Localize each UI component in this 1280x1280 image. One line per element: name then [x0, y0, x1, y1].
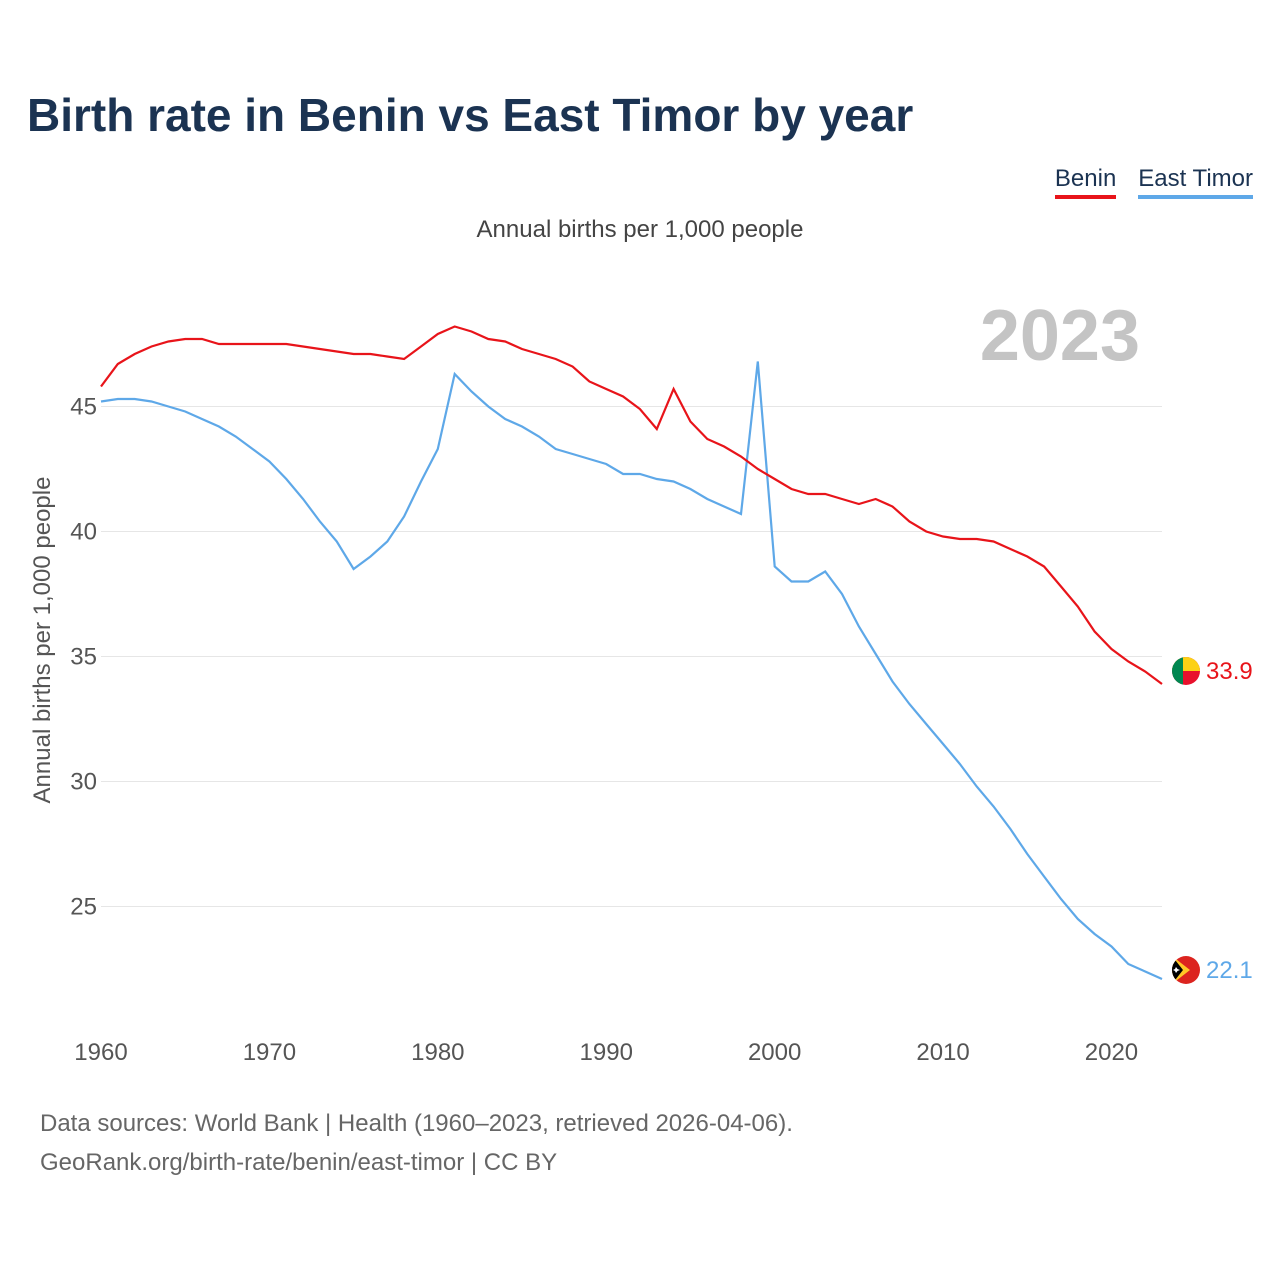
x-tick-label: 2000 [748, 1039, 801, 1066]
y-axis-label: Annual births per 1,000 people [29, 477, 56, 804]
y-tick-label: 40 [70, 519, 97, 546]
benin-flag-icon [1172, 657, 1200, 685]
legend-item-east-timor[interactable]: East Timor [1138, 165, 1253, 199]
y-tick-label: 45 [70, 394, 97, 421]
benin-end-value: 33.9 [1206, 658, 1253, 685]
x-tick-label: 1990 [580, 1039, 633, 1066]
x-axis-ticks: 1960 1970 1980 1990 2000 2010 2020 [74, 1039, 1138, 1066]
line-chart: 2023 25 30 35 40 45 1960 1970 1980 1990 2000 2010… [29, 296, 1253, 1066]
series-line-east-timor [100, 361, 1163, 981]
year-watermark: 2023 [980, 296, 1140, 376]
y-tick-label: 30 [70, 769, 97, 796]
x-tick-label: 2020 [1085, 1039, 1138, 1066]
footer: Data sources: World Bank | Health (1960–… [40, 1104, 793, 1182]
x-tick-label: 1970 [243, 1039, 296, 1066]
series-line-benin [100, 325, 1163, 685]
chart-title: Birth rate in Benin vs East Timor by yea… [27, 89, 914, 141]
chart-subtitle: Annual births per 1,000 people [476, 216, 804, 243]
y-axis-ticks: 25 30 35 40 45 [70, 394, 97, 921]
legend-item-benin[interactable]: Benin [1054, 165, 1117, 199]
footer-attribution: GeoRank.org/birth-rate/benin/east-timor … [40, 1149, 558, 1176]
x-tick-label: 2010 [916, 1039, 969, 1066]
grid-lines [101, 406, 1162, 907]
y-tick-label: 35 [70, 644, 97, 671]
y-tick-label: 25 [70, 894, 97, 921]
footer-sources: Data sources: World Bank | Health (1960–… [40, 1110, 793, 1137]
x-tick-label: 1960 [74, 1039, 127, 1066]
east-timor-end-value: 22.1 [1206, 957, 1253, 984]
east-timor-flag-icon [1172, 956, 1200, 984]
legend: Benin East Timor [1054, 165, 1253, 199]
x-tick-label: 1980 [411, 1039, 464, 1066]
